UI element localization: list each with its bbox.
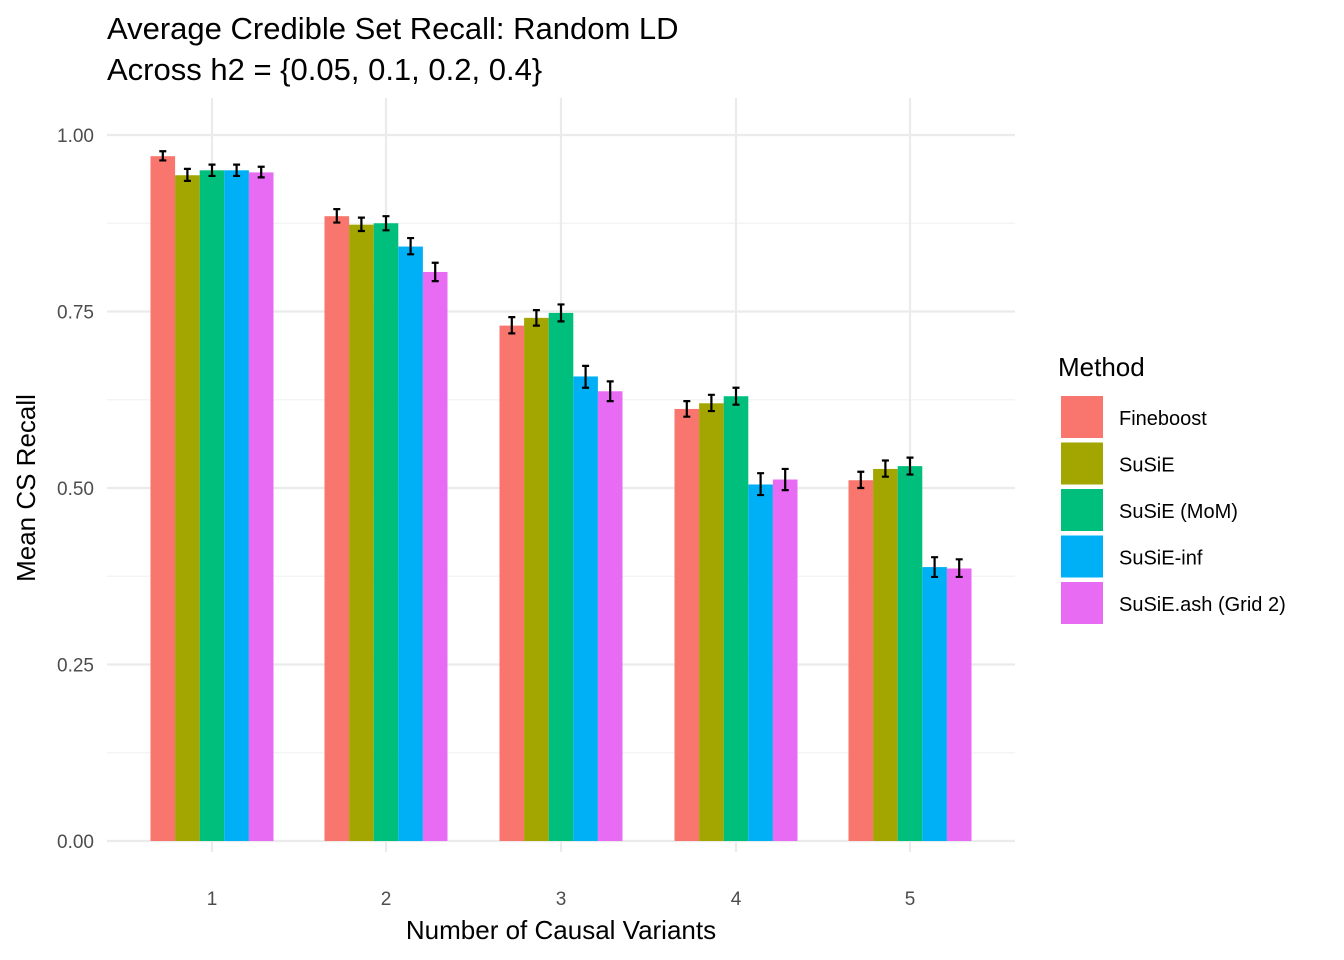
y-tick-label: 0.50 xyxy=(57,479,94,500)
bar xyxy=(897,466,923,841)
bar xyxy=(548,312,574,841)
error-bar xyxy=(508,316,516,335)
bar xyxy=(848,480,874,841)
y-tick-label: 0.75 xyxy=(57,303,94,324)
error-bar xyxy=(159,150,167,162)
bar xyxy=(946,568,972,841)
bar xyxy=(175,175,200,841)
error-bar xyxy=(357,216,365,233)
bar xyxy=(524,317,549,841)
x-tick-label: 1 xyxy=(207,889,218,910)
legend-swatch xyxy=(1061,442,1103,485)
error-bar xyxy=(931,556,939,579)
legend-label: SuSiE xyxy=(1119,455,1175,477)
bar xyxy=(922,567,947,841)
legend-label: SuSiE-inf xyxy=(1119,548,1203,570)
chart-title: Average Credible Set Recall: Random LD xyxy=(107,11,679,46)
error-bar xyxy=(333,208,341,224)
error-bar xyxy=(606,380,614,403)
legend-label: Fineboost xyxy=(1119,408,1207,430)
bar xyxy=(324,216,350,841)
legend-title: Method xyxy=(1058,352,1145,382)
bar xyxy=(373,223,399,841)
x-axis-ticks: 1 2 3 4 5 xyxy=(207,889,916,910)
bar xyxy=(597,391,623,841)
bar xyxy=(699,403,724,841)
error-bar xyxy=(781,467,789,492)
error-bar xyxy=(707,393,715,413)
bar xyxy=(224,170,249,842)
error-bar xyxy=(382,215,390,232)
x-tick-label: 3 xyxy=(556,889,567,910)
error-bar xyxy=(732,386,740,406)
error-bar xyxy=(233,163,241,178)
bar xyxy=(398,246,423,842)
error-bar xyxy=(183,167,191,182)
bar xyxy=(422,271,448,841)
legend-label: SuSiE (MoM) xyxy=(1119,501,1238,523)
bar xyxy=(873,468,898,841)
bar xyxy=(748,484,773,841)
error-bar xyxy=(881,459,889,478)
y-axis-title: Mean CS Recall xyxy=(11,394,41,582)
error-bar xyxy=(208,163,216,178)
error-bars xyxy=(159,150,963,579)
error-bar xyxy=(557,303,565,323)
error-bar xyxy=(857,470,865,490)
error-bar xyxy=(582,364,590,389)
legend: Method Fineboost SuSiE SuSiE (MoM) SuSiE-in… xyxy=(1058,352,1286,624)
y-tick-label: 1.00 xyxy=(57,126,94,147)
x-axis-title: Number of Causal Variants xyxy=(406,915,716,945)
error-bar xyxy=(431,261,439,283)
error-bar xyxy=(257,165,265,179)
bar xyxy=(499,325,525,841)
x-tick-label: 4 xyxy=(731,889,742,910)
bar xyxy=(573,376,598,841)
x-tick-label: 2 xyxy=(381,889,392,910)
bar xyxy=(723,396,749,841)
chart-subtitle: Across h2 = {0.05, 0.1, 0.2, 0.4} xyxy=(107,52,542,87)
legend-swatch xyxy=(1061,582,1103,624)
bar xyxy=(674,408,700,841)
error-bar xyxy=(407,236,415,256)
legend-swatch xyxy=(1061,396,1103,438)
error-bar xyxy=(906,456,914,476)
x-tick-label: 5 xyxy=(905,889,916,910)
bar xyxy=(150,156,176,841)
error-bar xyxy=(757,472,765,497)
bar xyxy=(349,224,374,842)
legend-swatch xyxy=(1061,535,1103,578)
bars xyxy=(150,156,972,842)
y-tick-label: 0.00 xyxy=(57,832,94,853)
bar xyxy=(199,170,225,842)
bar xyxy=(248,172,274,842)
y-axis-ticks: 0.00 0.25 0.50 0.75 1.00 xyxy=(57,126,94,853)
error-bar xyxy=(955,558,963,579)
error-bar xyxy=(683,400,691,418)
bar xyxy=(772,479,798,841)
y-tick-label: 0.25 xyxy=(57,656,94,677)
legend-label: SuSiE.ash (Grid 2) xyxy=(1119,594,1286,616)
legend-swatch xyxy=(1061,489,1103,531)
error-bar xyxy=(532,308,540,327)
